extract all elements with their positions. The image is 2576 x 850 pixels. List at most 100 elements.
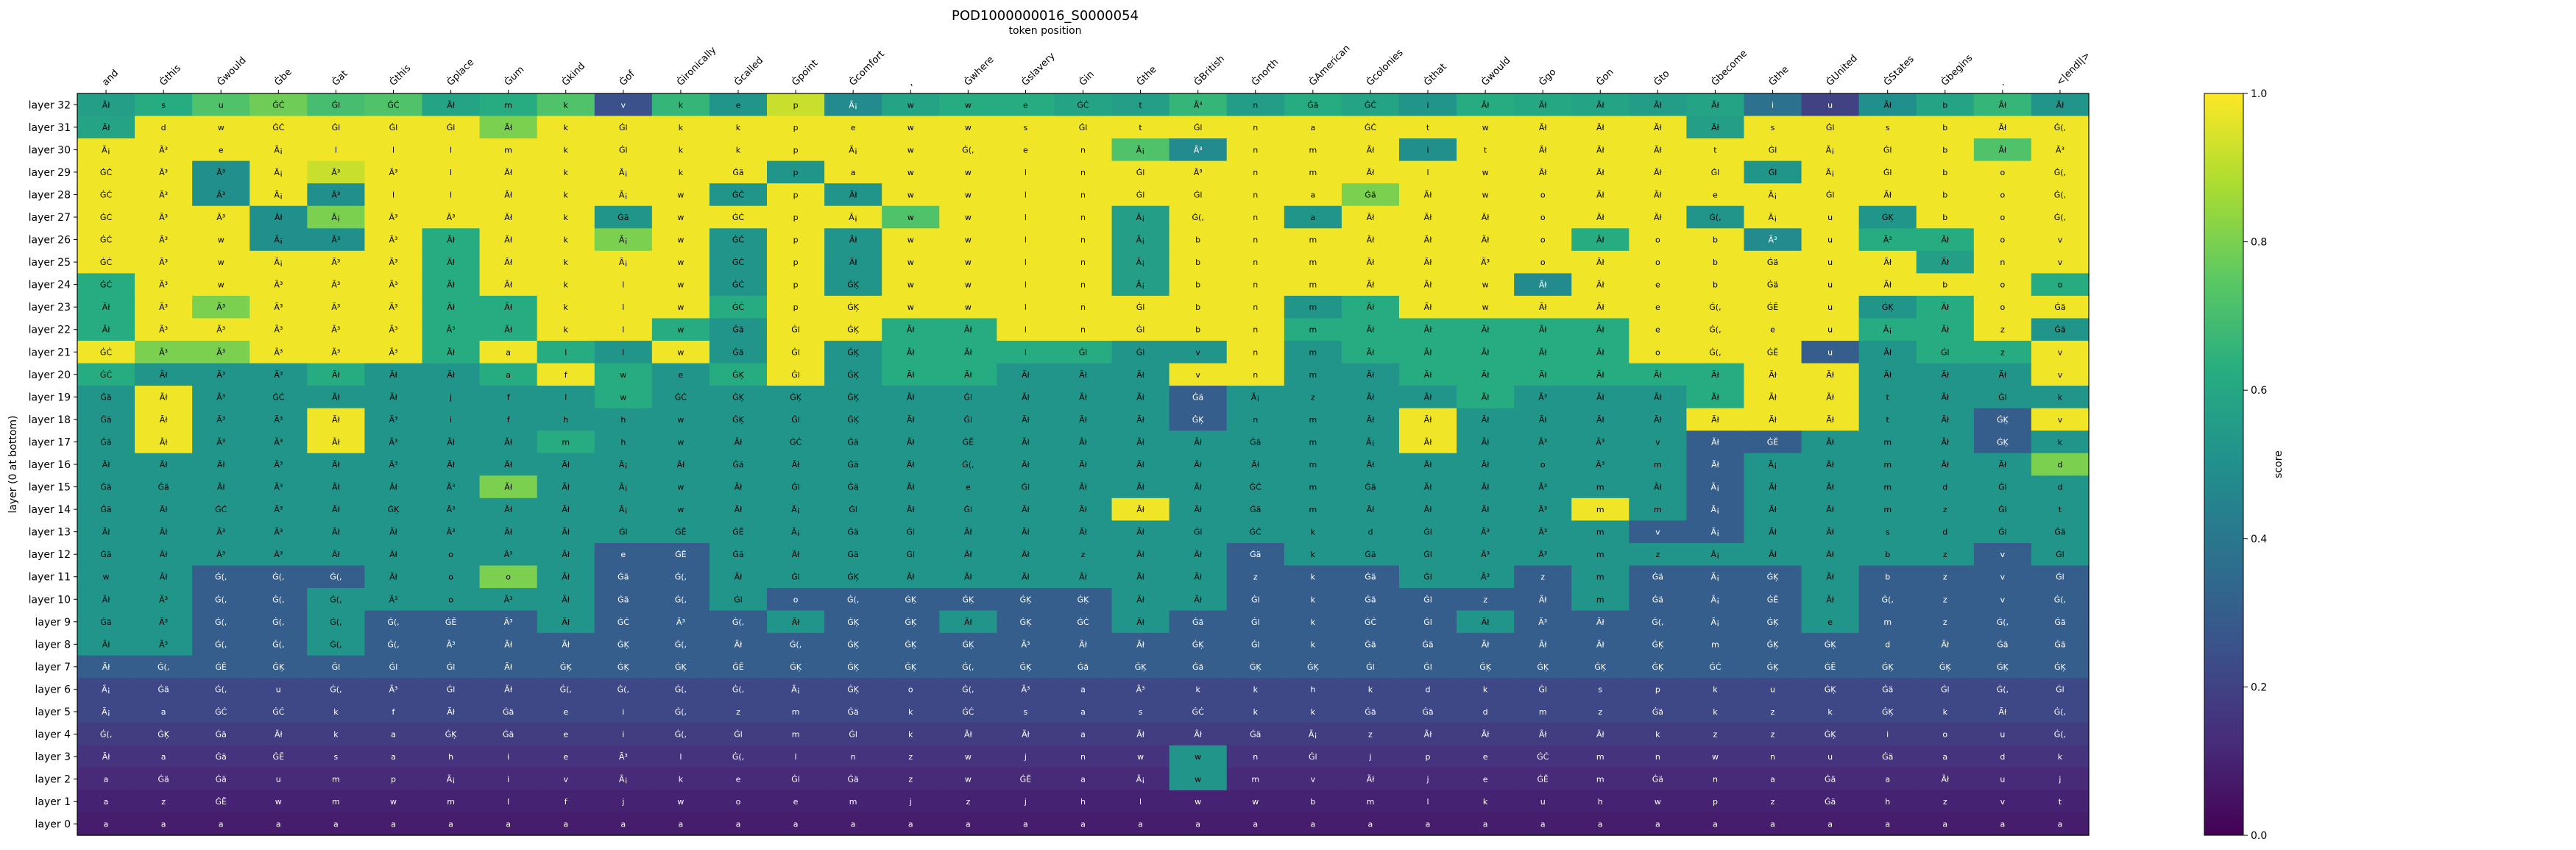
- cell-label: Ġä: [848, 528, 859, 537]
- cell-label: Ãł: [562, 528, 570, 537]
- cell-label: e: [793, 797, 799, 807]
- heatmap-cell: [364, 273, 423, 297]
- cell-label: n: [1253, 347, 1258, 357]
- cell-label: a: [563, 820, 568, 829]
- cell-label: ĠĔ: [963, 437, 974, 447]
- cell-label: d: [1885, 640, 1890, 649]
- cell-label: z: [1943, 595, 1947, 604]
- heatmap-cell: [939, 228, 997, 252]
- heatmap-cell: [135, 475, 193, 499]
- heatmap-cell: [192, 655, 250, 679]
- heatmap-cell: [77, 363, 135, 386]
- cell-label: ĠĊ: [100, 280, 113, 290]
- heatmap-cell: [1284, 768, 1342, 791]
- heatmap-cell: [479, 610, 538, 634]
- cell-label: Ãł: [1482, 437, 1490, 447]
- heatmap-cell: [1686, 565, 1745, 589]
- heatmap-cell: [192, 453, 250, 476]
- cell-label: Ã¡: [619, 460, 628, 470]
- cell-label: ĠĊ: [732, 235, 745, 245]
- heatmap-cell: [422, 341, 481, 364]
- cell-label: m: [1883, 460, 1892, 470]
- cell-label: Ãł: [1883, 280, 1892, 290]
- heatmap-cell: [882, 475, 940, 499]
- heatmap-cell: [824, 610, 882, 634]
- heatmap-cell: [1054, 363, 1113, 386]
- cell-label: Ã³: [389, 595, 398, 604]
- heatmap-cell: [1744, 431, 1802, 454]
- y-tick-label: layer 14: [29, 504, 71, 516]
- heatmap-cell: [537, 318, 595, 341]
- cell-label: ĠĔ: [1767, 302, 1779, 312]
- heatmap-cell: [1801, 678, 1860, 701]
- cell-label: u: [1827, 325, 1833, 335]
- heatmap-cell: [824, 183, 882, 207]
- heatmap-cell: [2031, 250, 2090, 274]
- heatmap-cell: [939, 138, 997, 162]
- heatmap-cell: [1629, 610, 1687, 634]
- heatmap-cell: [135, 138, 193, 162]
- cell-label: Ãł: [1596, 370, 1605, 380]
- cell-label: ĠĊ: [962, 707, 974, 717]
- cell-label: k: [1195, 684, 1200, 694]
- heatmap-cell: [77, 475, 135, 499]
- heatmap-cell: [1054, 723, 1113, 746]
- cell-label: Ãł: [504, 280, 513, 290]
- cell-label: ĠĶ: [1882, 302, 1894, 312]
- cell-label: Ãł: [332, 505, 341, 514]
- cell-label: Ãł: [275, 213, 283, 222]
- heatmap-cell: [1111, 138, 1170, 162]
- heatmap-cell: [1398, 183, 1457, 207]
- cell-label: Ã³: [447, 213, 456, 222]
- heatmap-cell: [767, 542, 825, 567]
- cell-label: Ã¡: [1710, 505, 1719, 514]
- heatmap-cell: [1054, 431, 1113, 454]
- cell-label: Ġ(,: [2054, 123, 2066, 132]
- heatmap-cell: [1169, 116, 1228, 139]
- cell-label: ĠĊ: [100, 347, 113, 357]
- cell-label: Ã³: [1538, 550, 1547, 559]
- cell-label: Ġä: [216, 752, 227, 762]
- heatmap-cell: [537, 93, 595, 117]
- heatmap-cell: [594, 768, 653, 791]
- heatmap-cell: [1111, 497, 1170, 521]
- heatmap-cell: [1571, 341, 1630, 364]
- heatmap-cell: [2031, 542, 2090, 567]
- heatmap-cell: [1744, 205, 1802, 229]
- heatmap-cell: [2031, 273, 2090, 297]
- heatmap-cell: [1629, 160, 1687, 184]
- cell-label: Ġä: [732, 550, 743, 559]
- cell-label: j: [909, 797, 912, 807]
- cell-label: Ãł: [447, 437, 456, 447]
- heatmap-cell: [135, 812, 193, 836]
- heatmap-cell: [1571, 700, 1630, 723]
- x-tick-label: Ġironically: [674, 43, 719, 88]
- heatmap-cell: [1169, 588, 1228, 612]
- heatmap-cell: [1916, 542, 1975, 567]
- heatmap-cell: [1571, 610, 1630, 634]
- heatmap-cell: [1341, 295, 1400, 319]
- cell-label: k: [679, 100, 684, 110]
- heatmap-cell: [250, 273, 308, 297]
- cell-label: ĠĊ: [732, 302, 745, 312]
- heatmap-cell: [594, 633, 653, 656]
- heatmap-cell: [1111, 273, 1170, 297]
- cell-label: Ãł: [1367, 415, 1376, 425]
- cell-label: Ãł: [907, 460, 916, 470]
- heatmap-cell: [939, 542, 997, 567]
- cell-label: ĠĶ: [1020, 617, 1033, 627]
- heatmap-cell: [1111, 678, 1170, 701]
- heatmap-cell: [1457, 273, 1515, 297]
- cell-label: k: [2058, 437, 2063, 447]
- heatmap-cell: [651, 273, 710, 297]
- cell-label: z: [1943, 617, 1947, 627]
- cell-label: b: [1713, 235, 1718, 245]
- heatmap-cell: [250, 768, 308, 791]
- heatmap-cell: [1341, 655, 1400, 679]
- cell-label: Ġl: [1309, 752, 1317, 762]
- cell-label: Ãł: [1769, 550, 1777, 559]
- y-tick-label: layer 25: [29, 257, 71, 269]
- heatmap-cell: [77, 138, 135, 162]
- cell-label: Ġ(,: [2054, 168, 2066, 177]
- cell-label: ĠĶ: [1767, 573, 1780, 582]
